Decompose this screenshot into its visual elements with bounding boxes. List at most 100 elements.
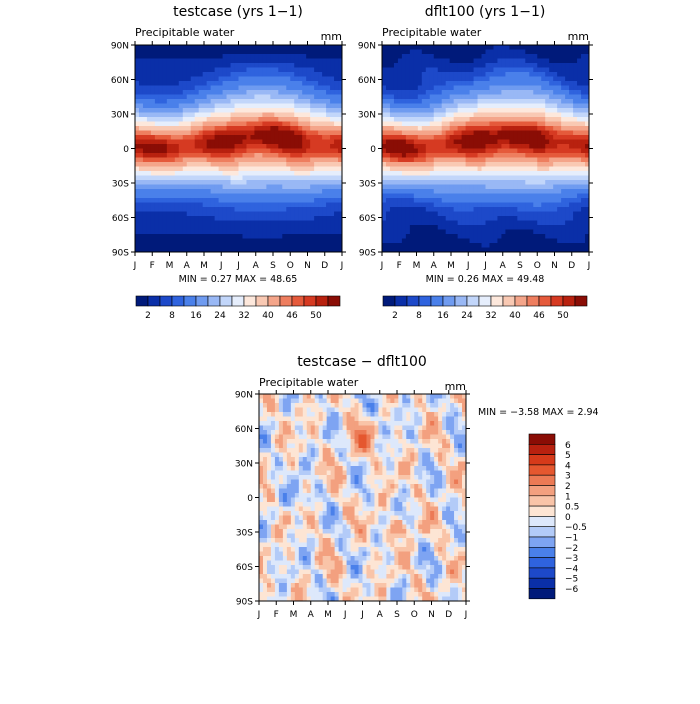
field-cell <box>482 126 487 131</box>
field-cell <box>462 54 467 59</box>
field-cell <box>521 212 526 217</box>
field-cell <box>446 77 451 82</box>
field-cell <box>517 185 522 190</box>
field-cell <box>330 198 335 203</box>
field-cell <box>326 171 331 176</box>
field-cell <box>262 63 267 68</box>
field-cell <box>219 230 224 235</box>
field-cell <box>171 243 176 248</box>
field-cell <box>474 153 479 158</box>
field-cell <box>306 144 311 149</box>
field-cell <box>282 167 287 172</box>
field-cell <box>235 90 240 95</box>
field-cell <box>474 126 479 131</box>
field-cell <box>521 131 526 136</box>
field-cell <box>334 99 339 104</box>
field-cell <box>525 126 530 131</box>
field-cell <box>183 243 188 248</box>
field-cell <box>561 239 566 244</box>
field-cell <box>151 104 156 109</box>
field-cell <box>246 185 251 190</box>
field-cell <box>557 95 562 100</box>
field-cell <box>314 72 319 77</box>
field-cell <box>290 86 295 91</box>
field-cell <box>466 54 471 59</box>
field-cell <box>175 63 180 68</box>
field-cell <box>302 162 307 167</box>
field-cell <box>402 194 407 199</box>
field-cell <box>521 63 526 68</box>
field-cell <box>326 212 331 217</box>
field-cell <box>466 167 471 172</box>
field-cell <box>195 108 200 113</box>
field-cell <box>517 212 522 217</box>
field-cell <box>573 68 578 73</box>
field-cell <box>430 81 435 86</box>
field-cell <box>529 68 534 73</box>
field-cell <box>239 99 244 104</box>
field-cell <box>390 207 395 212</box>
field-cell <box>525 171 530 176</box>
field-cell <box>199 149 204 154</box>
field-cell <box>529 225 534 230</box>
field-cell <box>454 207 459 212</box>
field-cell <box>203 234 208 239</box>
field-cell <box>533 180 538 185</box>
field-cell <box>286 167 291 172</box>
field-cell <box>493 45 498 50</box>
field-cell <box>266 216 271 221</box>
x-tick-label: A <box>184 261 191 271</box>
field-cell <box>254 198 259 203</box>
field-cell <box>386 108 391 113</box>
field-cell <box>406 144 411 149</box>
field-cell <box>215 117 220 122</box>
field-cell <box>298 50 303 55</box>
field-cell <box>414 140 419 145</box>
field-cell <box>258 86 263 91</box>
field-cell <box>517 117 522 122</box>
field-cell <box>426 122 431 127</box>
field-cell <box>171 126 176 131</box>
field-cell <box>298 243 303 248</box>
field-cell <box>438 113 443 118</box>
field-cell <box>331 394 336 399</box>
field-cell <box>394 54 399 59</box>
field-cell <box>394 99 399 104</box>
field-cell <box>302 54 307 59</box>
field-cell <box>446 189 451 194</box>
field-cell <box>565 90 570 95</box>
field-cell <box>171 149 176 154</box>
field-cell <box>318 50 323 55</box>
field-cell <box>242 176 247 181</box>
field-cell <box>227 54 232 59</box>
field-cell <box>438 221 443 226</box>
field-cell <box>258 185 263 190</box>
field-cell <box>151 45 156 50</box>
field-cell <box>223 158 228 163</box>
field-cell <box>235 176 240 181</box>
field-cell <box>195 230 200 235</box>
field-cell <box>533 90 538 95</box>
field-cell <box>402 68 407 73</box>
field-cell <box>497 153 502 158</box>
field-cell <box>270 122 275 127</box>
field-cell <box>573 59 578 64</box>
field-cell <box>207 99 212 104</box>
field-cell <box>231 180 236 185</box>
field-cell <box>239 86 244 91</box>
field-cell <box>242 185 247 190</box>
field-cell <box>466 113 471 118</box>
field-cell <box>426 189 431 194</box>
field-cell <box>290 234 295 239</box>
field-cell <box>474 162 479 167</box>
field-cell <box>410 180 415 185</box>
field-cell <box>155 171 160 176</box>
field-cell <box>553 225 558 230</box>
field-cell <box>219 50 224 55</box>
field-cell <box>278 243 283 248</box>
field-cell <box>262 95 267 100</box>
field-cell <box>227 221 232 226</box>
field-cell <box>318 108 323 113</box>
field-cell <box>505 194 510 199</box>
